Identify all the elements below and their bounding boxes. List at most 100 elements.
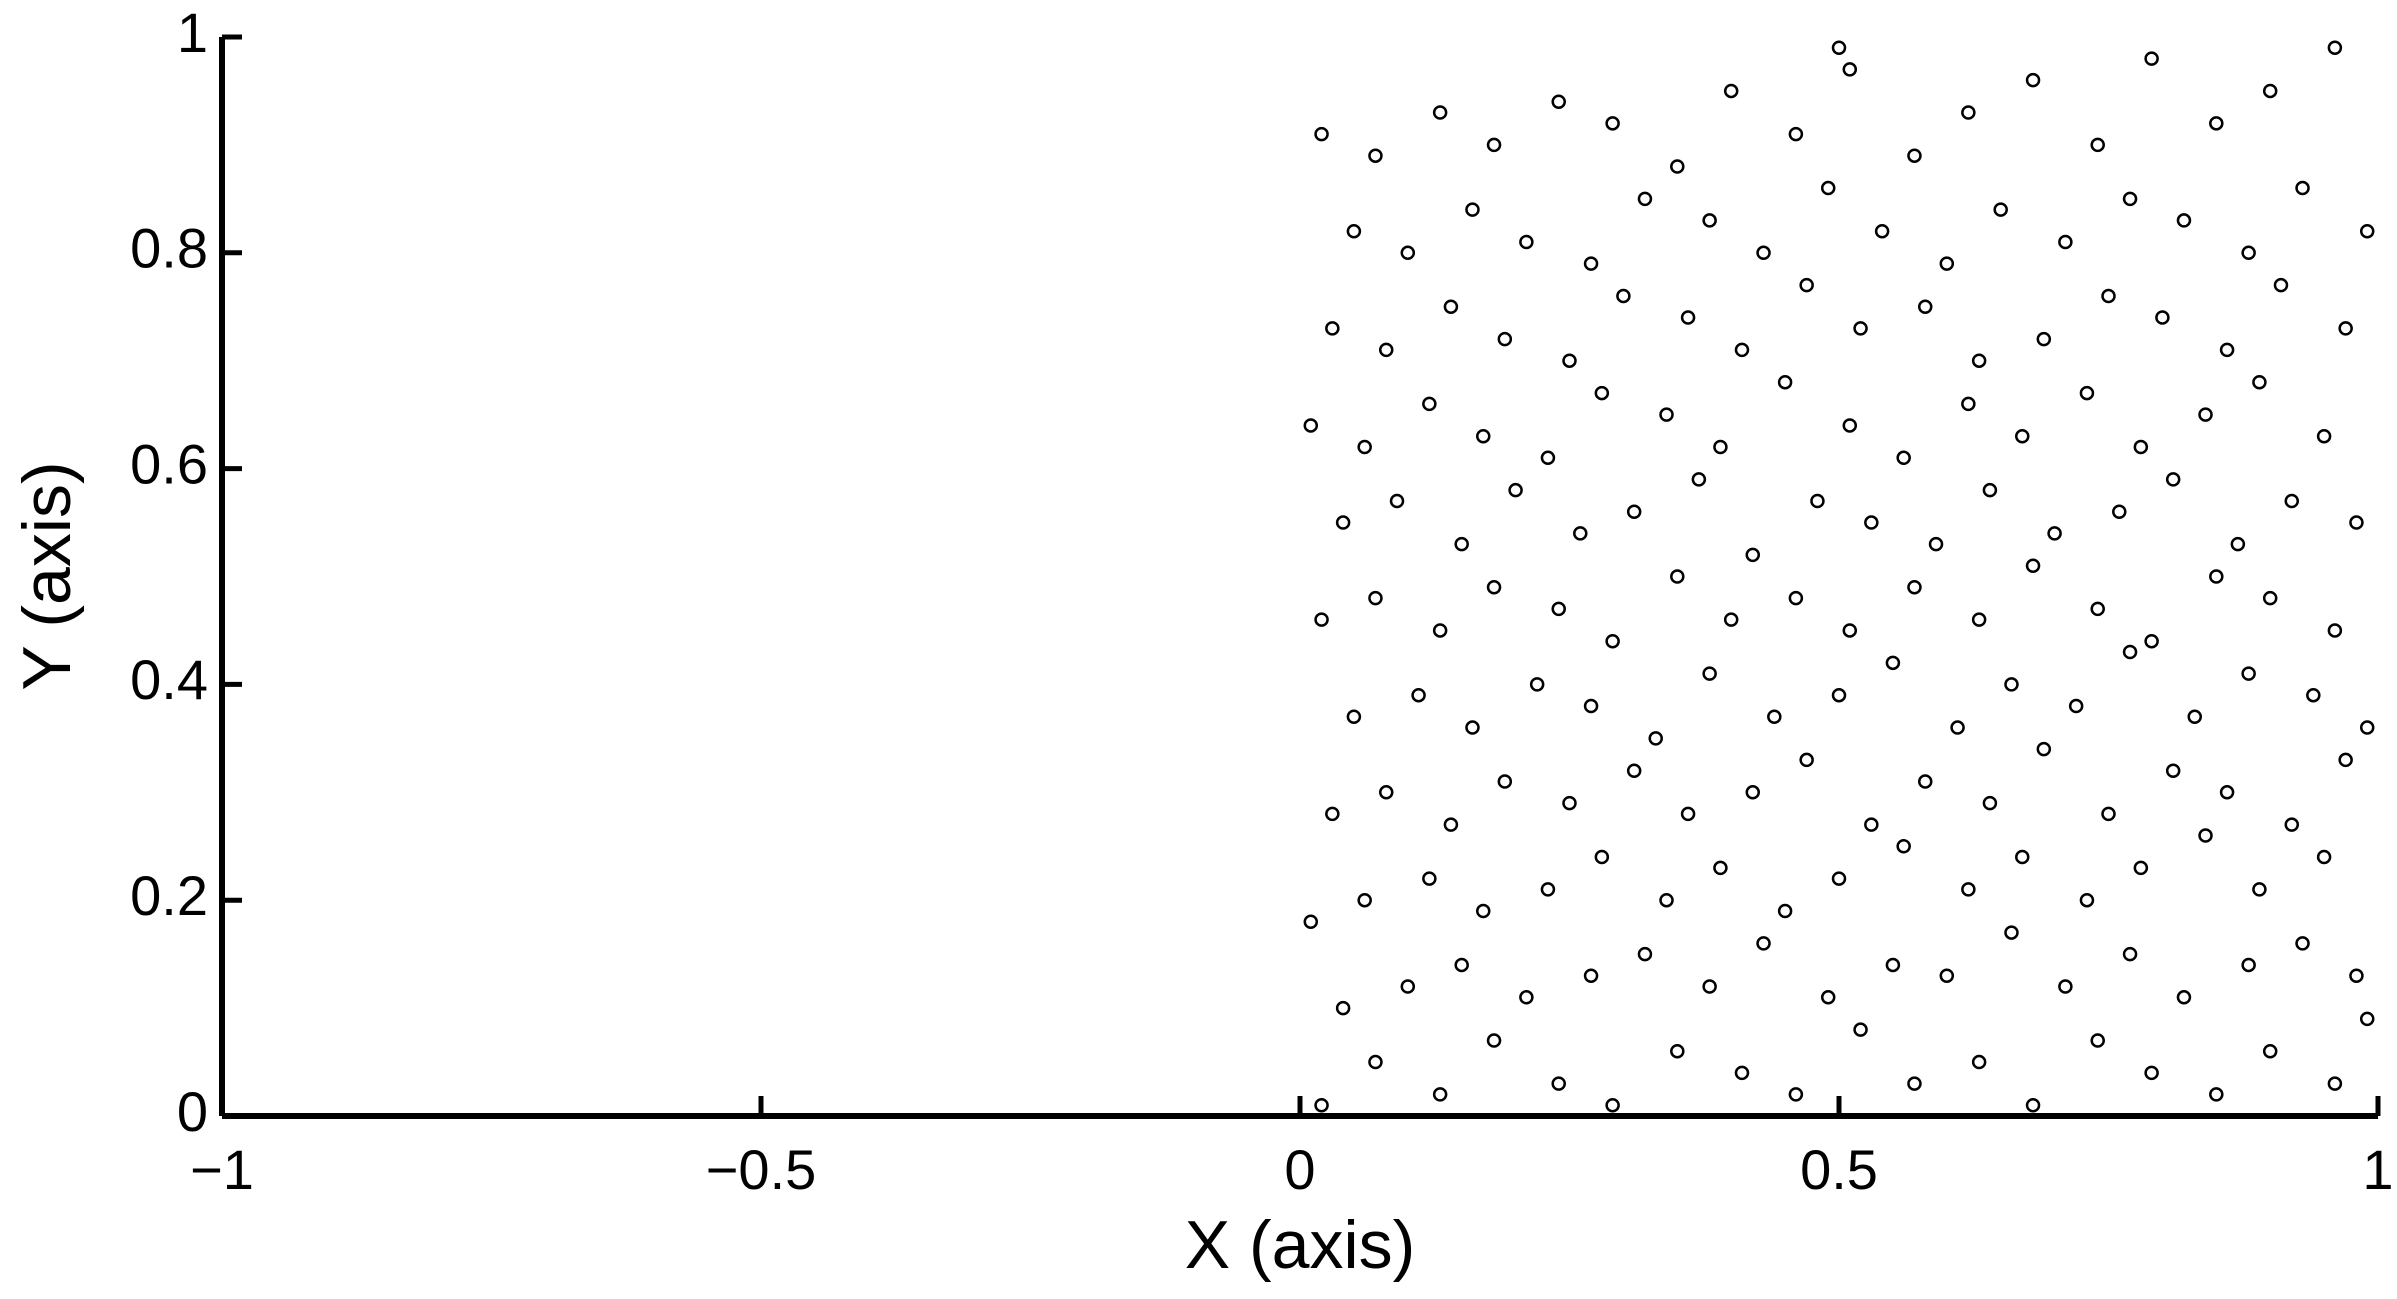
point <box>2316 428 2332 444</box>
point <box>2241 245 2256 261</box>
point <box>1486 1033 1502 1048</box>
point <box>1680 806 1696 822</box>
point <box>1723 612 1739 627</box>
point <box>1907 1076 1922 1091</box>
point <box>1314 1097 1329 1113</box>
point <box>1357 892 1372 908</box>
point <box>1529 677 1545 692</box>
point <box>2122 946 2138 962</box>
point <box>2015 849 2030 865</box>
point <box>2262 83 2278 99</box>
y-tick-label: 0.6 <box>130 432 208 495</box>
point <box>1551 94 1566 109</box>
point <box>1961 882 1976 897</box>
point <box>1691 472 1707 487</box>
point <box>2047 526 2062 541</box>
point <box>1864 515 1879 530</box>
point <box>1454 536 1469 552</box>
point <box>1928 536 1944 552</box>
point <box>1982 795 1998 811</box>
x-tick-label: −1 <box>190 1138 254 1201</box>
point <box>2209 1087 2224 1102</box>
point <box>2209 116 2224 131</box>
point <box>2359 720 2375 735</box>
point <box>2112 504 2127 520</box>
point <box>1325 321 1340 336</box>
point <box>2176 213 2192 228</box>
point <box>1432 105 1448 120</box>
point <box>1583 698 1599 714</box>
point <box>1702 213 1717 228</box>
point <box>1443 817 1459 832</box>
point <box>1659 407 1674 422</box>
point <box>1907 580 1922 595</box>
point <box>1799 752 1814 768</box>
x-tick-label: 0 <box>1284 1138 1315 1201</box>
point <box>1756 245 1771 261</box>
point <box>1777 375 1793 390</box>
point <box>1476 428 1491 444</box>
point <box>1734 342 1750 358</box>
point <box>1422 396 1437 412</box>
point <box>2144 633 2159 649</box>
point <box>1680 310 1696 325</box>
point <box>2295 936 2310 951</box>
point <box>1378 342 1394 358</box>
point <box>2144 51 2159 66</box>
point <box>1314 612 1329 627</box>
point <box>1335 515 1351 530</box>
point <box>2004 925 2019 940</box>
point <box>1508 482 1523 498</box>
point <box>2241 957 2256 973</box>
point <box>1670 569 1685 584</box>
point <box>1810 493 1825 509</box>
point <box>1831 687 1847 703</box>
point <box>1777 903 1793 919</box>
point <box>1939 256 1955 271</box>
point <box>1605 116 1620 131</box>
point <box>1874 223 1890 239</box>
point <box>1799 277 1814 293</box>
point <box>2187 709 2202 725</box>
point <box>2079 892 2095 908</box>
y-tick-label: 0.4 <box>130 648 208 711</box>
point <box>1917 774 1933 789</box>
point <box>1713 439 1728 455</box>
point <box>1497 774 1513 789</box>
point <box>1745 785 1761 800</box>
point <box>2284 817 2300 832</box>
point <box>2036 331 2052 347</box>
point <box>2306 687 2321 703</box>
point <box>1626 763 1642 778</box>
point <box>1605 633 1620 649</box>
point <box>1594 849 1610 865</box>
point <box>2025 1097 2041 1113</box>
point <box>2036 741 2052 757</box>
point <box>1853 321 1868 336</box>
point <box>2144 1065 2159 1081</box>
point <box>2338 752 2353 768</box>
point <box>1971 1054 1987 1070</box>
point <box>1982 482 1998 498</box>
point <box>1519 990 1534 1005</box>
point <box>1745 547 1761 563</box>
y-tick-label: 1 <box>177 1 208 64</box>
point <box>1831 871 1847 886</box>
point <box>1443 299 1459 314</box>
point <box>2273 277 2289 293</box>
point <box>2252 375 2267 390</box>
point <box>1896 450 1911 466</box>
point <box>1432 623 1448 638</box>
point <box>1756 936 1771 951</box>
point <box>1378 785 1394 800</box>
x-tick-label: −0.5 <box>706 1138 817 1201</box>
point <box>1400 245 1416 261</box>
point <box>2359 223 2375 239</box>
y-axis-label: Y (axis) <box>9 461 85 690</box>
point <box>1885 957 1901 973</box>
point <box>1411 687 1426 703</box>
point <box>2068 698 2084 714</box>
point <box>2101 288 2116 304</box>
point <box>1788 590 1804 606</box>
